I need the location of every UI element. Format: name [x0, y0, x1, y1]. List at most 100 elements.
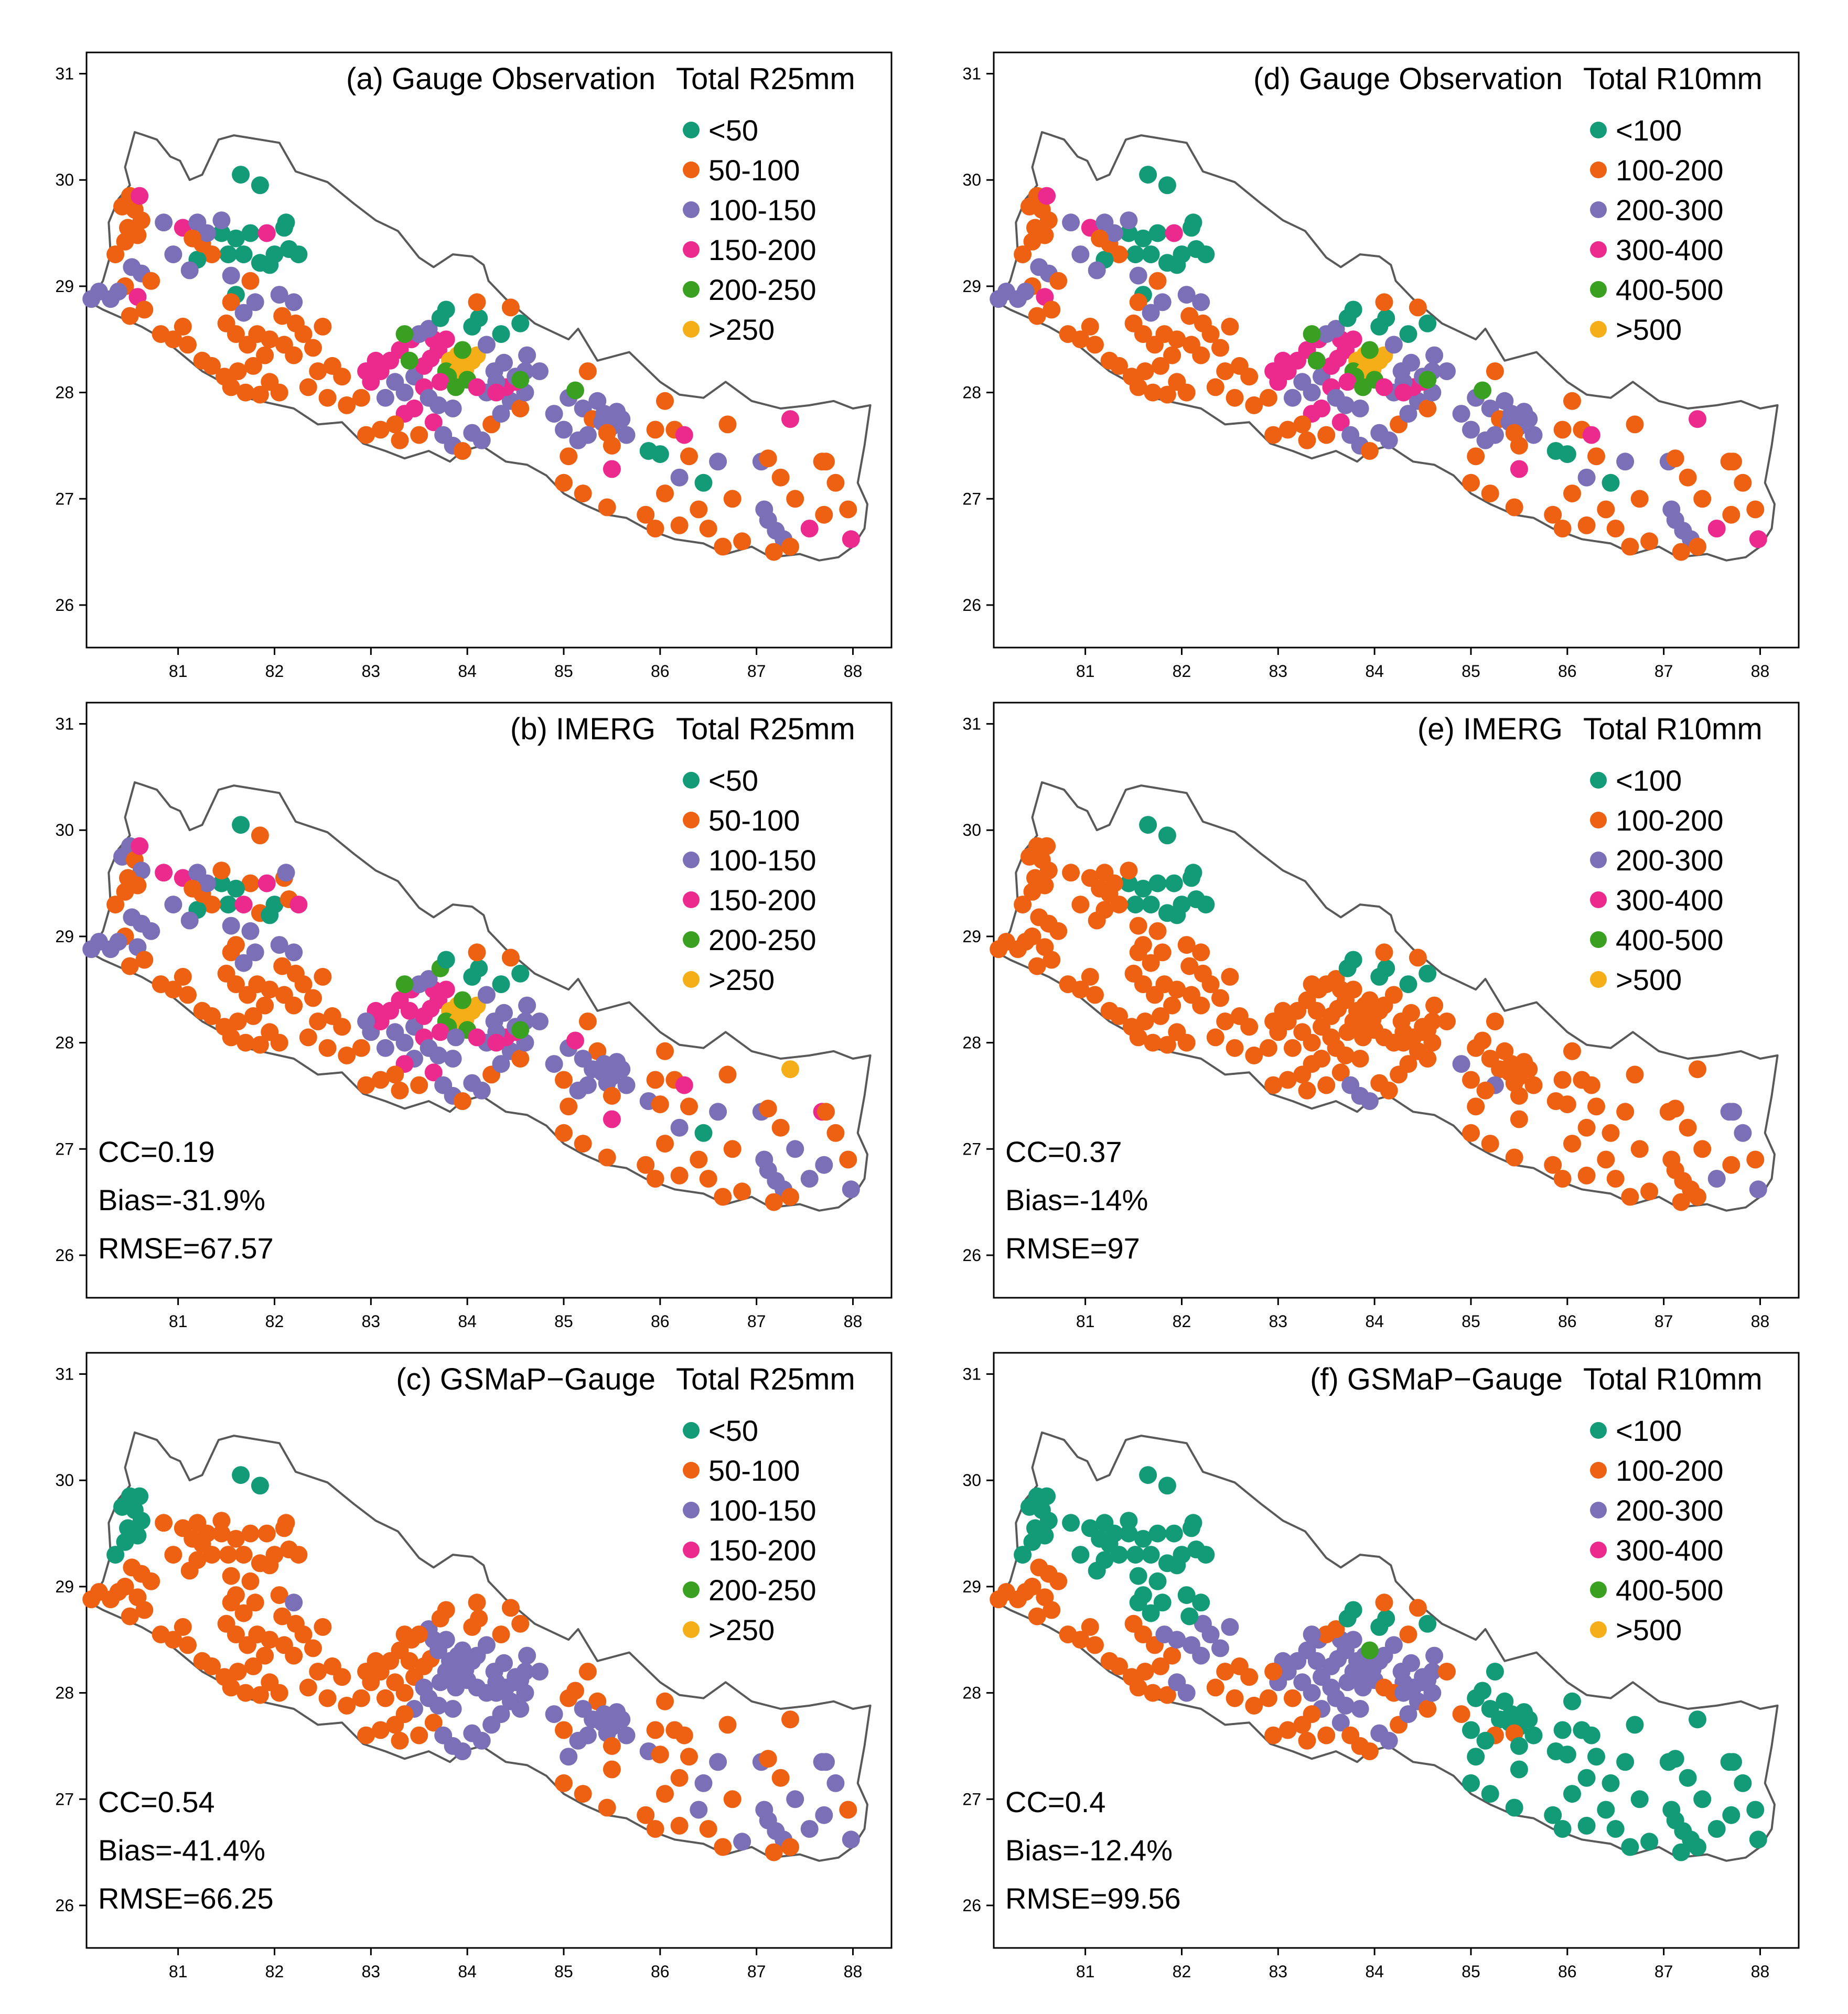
station-point [219, 245, 238, 264]
station-point [1259, 1689, 1277, 1707]
station-point [429, 396, 447, 414]
station-point [1474, 1682, 1491, 1700]
station-point [1036, 876, 1054, 895]
station-point [203, 357, 221, 375]
y-tick-label: 28 [962, 1684, 981, 1703]
station-point [1425, 996, 1444, 1015]
station-point [318, 1039, 337, 1057]
station-point [1375, 943, 1393, 962]
station-point [1344, 981, 1362, 999]
station-point [1630, 490, 1649, 508]
station-point [617, 1726, 636, 1744]
station-point [217, 964, 235, 983]
station-point [1344, 1631, 1362, 1649]
station-point [299, 1678, 317, 1697]
station-point [132, 1512, 151, 1530]
station-point [574, 1785, 592, 1803]
station-point [1402, 353, 1420, 372]
station-point [1597, 1801, 1615, 1819]
station-point [1380, 1081, 1398, 1100]
station-point [1211, 989, 1229, 1007]
station-points [990, 1466, 1767, 1861]
station-point [142, 922, 160, 940]
station-point [1616, 453, 1635, 471]
station-point [424, 1714, 443, 1732]
station-point [1153, 943, 1172, 962]
station-point [680, 447, 698, 466]
station-point [637, 505, 655, 524]
station-point [371, 1721, 390, 1739]
station-point [1240, 1018, 1259, 1036]
station-point [1558, 1095, 1576, 1114]
station-point [1689, 1060, 1706, 1079]
station-point [518, 1646, 536, 1665]
station-point [299, 1028, 317, 1047]
station-point [285, 1593, 303, 1612]
station-point [212, 1524, 231, 1543]
station-point [244, 1657, 262, 1675]
station-point [1071, 245, 1090, 264]
station-point [555, 1071, 573, 1089]
legend-label: >250 [708, 313, 775, 346]
station-point [646, 1721, 664, 1739]
legend-swatch [683, 931, 700, 948]
station-point [1402, 1004, 1420, 1022]
station-point [1071, 1631, 1090, 1649]
station-point [1184, 864, 1202, 882]
legend-swatch [683, 852, 700, 868]
y-tick-label: 26 [55, 596, 74, 615]
legend-label: 100-150 [708, 844, 816, 877]
station-point [241, 1572, 260, 1590]
station-point [447, 1678, 465, 1697]
station-point [1245, 1696, 1263, 1715]
station-point [1563, 1785, 1581, 1803]
station-point [431, 1673, 449, 1692]
station-point [1360, 1641, 1379, 1660]
station-point [1419, 371, 1437, 389]
station-point [566, 1682, 584, 1700]
station-point [1062, 213, 1080, 232]
station-point [1129, 293, 1147, 311]
station-point [1402, 1654, 1420, 1672]
legend: <50 50-100 100-150 150-200 200-250 >250 [683, 764, 816, 996]
station-point [1377, 959, 1395, 977]
station-point [234, 304, 253, 322]
station-point [800, 1170, 819, 1188]
station-point [1126, 245, 1145, 264]
station-point [261, 1631, 279, 1649]
station-point [1110, 1007, 1128, 1025]
legend-swatch [683, 241, 700, 258]
station-point [217, 1614, 235, 1633]
station-point [617, 1076, 636, 1094]
y-tick-label: 29 [962, 927, 981, 946]
station-point [232, 816, 250, 834]
station-point [786, 1790, 804, 1808]
station-point [286, 1614, 305, 1633]
station-point [277, 1514, 295, 1532]
station-point [1510, 436, 1528, 455]
station-point [1144, 1033, 1162, 1052]
station-point [261, 981, 279, 999]
station-point [723, 1790, 742, 1808]
x-tick-label: 86 [1558, 662, 1577, 681]
station-point [1419, 1700, 1437, 1718]
station-point [603, 1086, 621, 1105]
station-point [1380, 431, 1398, 449]
x-tick-label: 83 [362, 662, 381, 681]
station-point [1158, 826, 1176, 845]
legend: <100 100-200 200-300 300-400 400-500 >500 [1590, 1414, 1724, 1646]
station-point [990, 940, 1008, 958]
station-point [555, 1124, 573, 1142]
station-point [1375, 293, 1393, 311]
station-point [82, 1590, 101, 1609]
x-tick-label: 84 [1365, 1312, 1384, 1331]
station-point [1394, 1033, 1413, 1052]
station-point [1626, 1065, 1644, 1084]
y-tick-label: 29 [962, 1577, 981, 1596]
station-point [251, 385, 269, 404]
station-point [723, 490, 742, 508]
station-point [1337, 396, 1355, 414]
station-point [222, 378, 240, 396]
station-point [234, 896, 253, 914]
station-point [468, 943, 486, 962]
